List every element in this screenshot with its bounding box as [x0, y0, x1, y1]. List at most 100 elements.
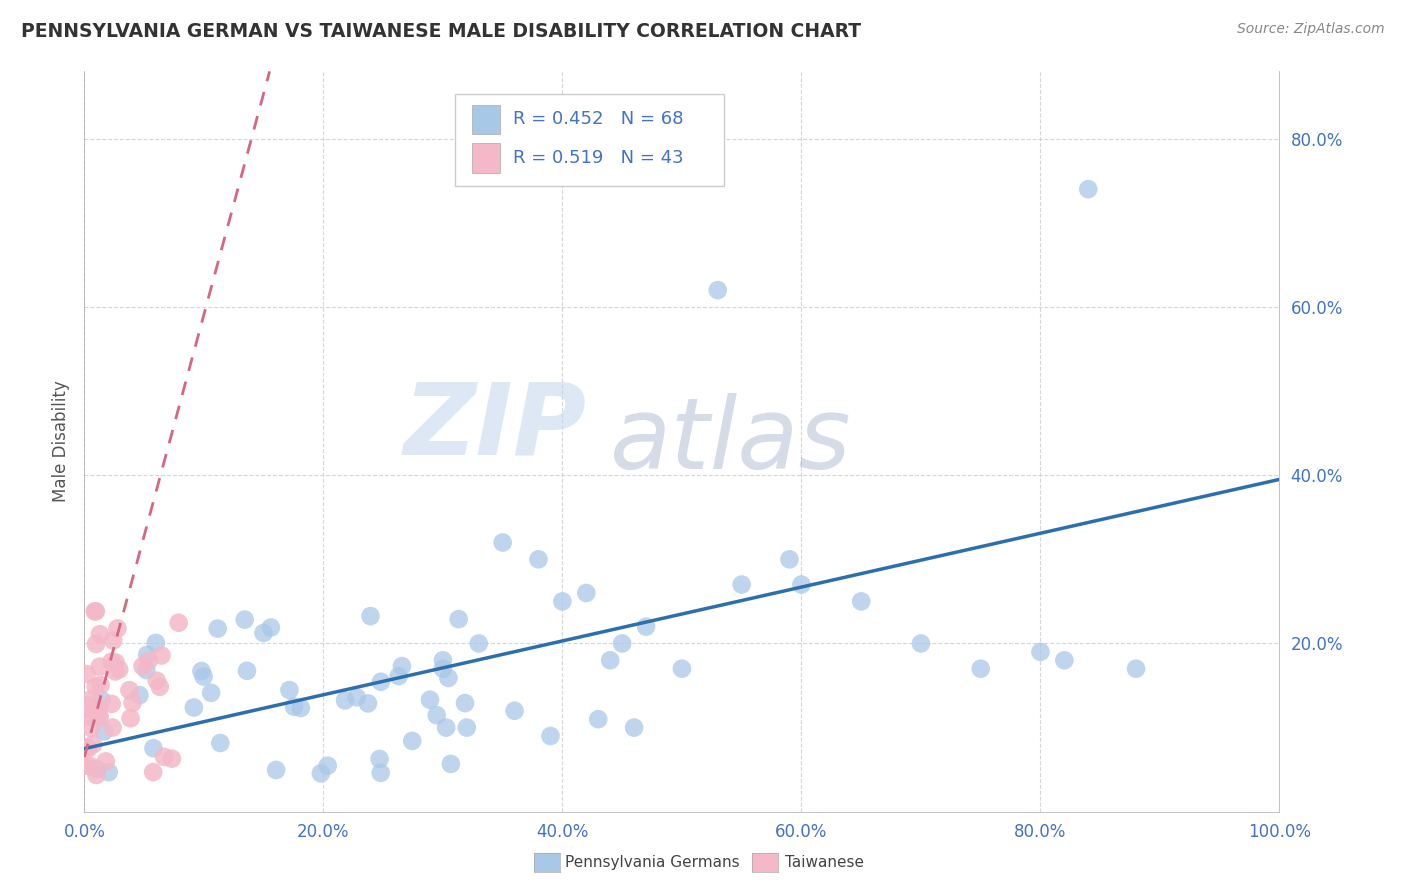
- Point: [551, 594, 574, 608]
- Point: [309, 766, 332, 780]
- Point: [1029, 645, 1052, 659]
- Point: [76, 758, 98, 772]
- Point: [136, 648, 159, 662]
- Point: [278, 683, 301, 698]
- Point: [101, 721, 124, 735]
- Point: [150, 648, 173, 663]
- Point: [80, 692, 103, 706]
- Text: atlas: atlas: [610, 393, 852, 490]
- Point: [146, 673, 169, 688]
- Point: [104, 656, 127, 670]
- Point: [84, 680, 107, 694]
- Point: [346, 690, 368, 705]
- Point: [283, 699, 305, 714]
- Text: Taiwanese: Taiwanese: [785, 855, 863, 870]
- Point: [142, 765, 165, 780]
- Point: [575, 586, 598, 600]
- Point: [419, 692, 441, 706]
- Point: [76, 740, 98, 755]
- Point: [97, 765, 120, 780]
- Point: [80, 709, 103, 723]
- Point: [290, 701, 312, 715]
- Point: [120, 711, 142, 725]
- Point: [370, 674, 392, 689]
- Point: [87, 708, 110, 723]
- Point: [432, 653, 454, 667]
- Point: [87, 702, 110, 716]
- Point: [76, 667, 98, 681]
- Point: [100, 697, 122, 711]
- Point: [970, 662, 993, 676]
- Point: [145, 636, 167, 650]
- Point: [80, 759, 103, 773]
- Text: R = 0.452   N = 68: R = 0.452 N = 68: [513, 111, 683, 128]
- Point: [432, 662, 454, 676]
- Point: [434, 721, 457, 735]
- Point: [86, 768, 108, 782]
- Point: [80, 721, 103, 735]
- Point: [731, 577, 754, 591]
- Point: [207, 622, 229, 636]
- Point: [612, 636, 634, 650]
- Point: [391, 659, 413, 673]
- Point: [86, 762, 108, 776]
- Point: [588, 712, 610, 726]
- Text: Pennsylvania Germans: Pennsylvania Germans: [565, 855, 740, 870]
- Point: [252, 626, 274, 640]
- Point: [167, 615, 190, 630]
- Point: [368, 752, 391, 766]
- Point: [89, 659, 111, 673]
- Point: [89, 709, 111, 723]
- Point: [357, 697, 380, 711]
- Point: [107, 621, 129, 635]
- Point: [426, 708, 449, 723]
- Point: [90, 693, 112, 707]
- Point: [540, 729, 562, 743]
- Point: [707, 283, 730, 297]
- Point: [83, 604, 105, 618]
- Point: [93, 724, 115, 739]
- Point: [851, 594, 873, 608]
- FancyBboxPatch shape: [471, 144, 501, 173]
- Point: [910, 636, 932, 650]
- Point: [468, 636, 491, 650]
- Point: [360, 609, 382, 624]
- Point: [527, 552, 550, 566]
- Point: [142, 741, 165, 756]
- Y-axis label: Male Disability: Male Disability: [52, 381, 70, 502]
- Point: [135, 663, 157, 677]
- Point: [84, 604, 107, 618]
- Point: [447, 612, 470, 626]
- Point: [623, 721, 645, 735]
- Point: [77, 702, 100, 716]
- Point: [779, 552, 801, 566]
- Point: [388, 669, 411, 683]
- Point: [401, 734, 423, 748]
- Point: [790, 577, 813, 591]
- Text: Source: ZipAtlas.com: Source: ZipAtlas.com: [1237, 22, 1385, 37]
- Point: [131, 659, 153, 673]
- Point: [264, 763, 287, 777]
- Point: [260, 620, 283, 634]
- Point: [437, 671, 460, 685]
- Point: [84, 637, 107, 651]
- Point: [209, 736, 232, 750]
- FancyBboxPatch shape: [471, 104, 501, 135]
- Point: [89, 627, 111, 641]
- Point: [108, 663, 131, 677]
- Point: [118, 683, 141, 698]
- Point: [100, 655, 122, 669]
- Point: [121, 696, 143, 710]
- Point: [503, 704, 526, 718]
- Text: ZIP: ZIP: [404, 378, 586, 475]
- Point: [90, 678, 112, 692]
- Point: [183, 700, 205, 714]
- Point: [233, 613, 256, 627]
- Point: [128, 688, 150, 702]
- FancyBboxPatch shape: [456, 94, 724, 186]
- Point: [76, 741, 98, 756]
- Point: [492, 535, 515, 549]
- Point: [104, 665, 127, 679]
- Point: [454, 696, 477, 710]
- Point: [94, 755, 117, 769]
